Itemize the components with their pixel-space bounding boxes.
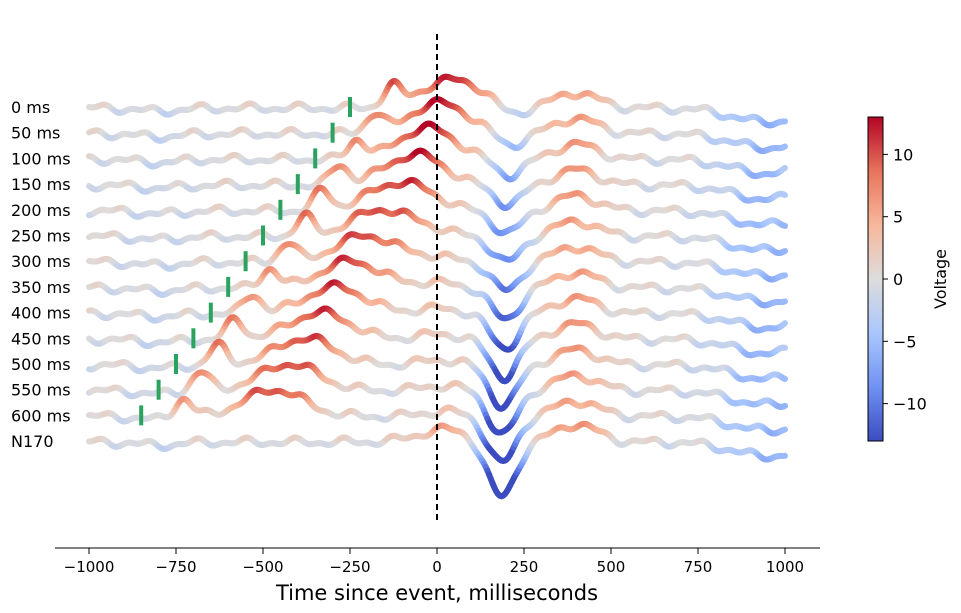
series-trace — [86, 96, 788, 155]
trace-segment — [780, 191, 788, 198]
trace-segment — [780, 375, 788, 383]
series-trace — [86, 361, 788, 436]
series-trace — [86, 176, 788, 237]
series-trace — [86, 254, 788, 322]
waveform-traces — [86, 73, 788, 500]
series-trace — [86, 207, 788, 263]
series-trace — [86, 231, 788, 293]
trace-segment — [780, 143, 788, 151]
trace-segment — [780, 320, 788, 328]
series-trace — [86, 279, 788, 353]
series-trace — [86, 305, 788, 385]
trace-segment — [780, 402, 788, 410]
series-trace — [86, 73, 788, 129]
trace-segment — [780, 222, 788, 229]
trace-segment — [780, 247, 788, 255]
trace-segment — [780, 164, 788, 173]
series-trace — [86, 333, 788, 412]
series-trace — [86, 147, 788, 211]
